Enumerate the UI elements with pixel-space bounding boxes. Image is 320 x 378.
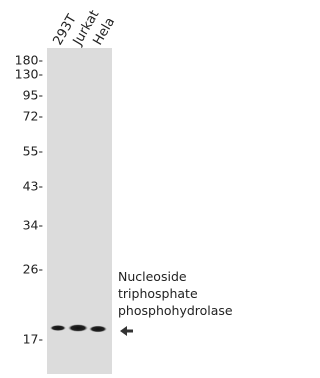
mw-marker: 72- bbox=[23, 109, 43, 124]
band-arrow bbox=[120, 326, 133, 336]
mw-marker: 26- bbox=[23, 262, 43, 277]
mw-marker: 130- bbox=[15, 67, 43, 82]
band bbox=[68, 324, 88, 332]
band bbox=[50, 325, 66, 331]
mw-marker: 43- bbox=[23, 179, 43, 194]
mw-marker: 180- bbox=[15, 53, 43, 68]
target-label: Nucleoside bbox=[118, 269, 187, 284]
mw-marker: 34- bbox=[23, 218, 43, 233]
mw-marker: 17- bbox=[23, 332, 43, 347]
target-label: phosphohydrolase bbox=[118, 303, 233, 318]
band bbox=[89, 326, 107, 333]
target-label: triphosphate bbox=[118, 286, 198, 301]
mw-marker: 55- bbox=[23, 144, 43, 159]
mw-marker: 95- bbox=[23, 88, 43, 103]
blot-figure: 293T Jurkat Hela 180- 130- 95- 72- 55- 4… bbox=[0, 0, 246, 374]
